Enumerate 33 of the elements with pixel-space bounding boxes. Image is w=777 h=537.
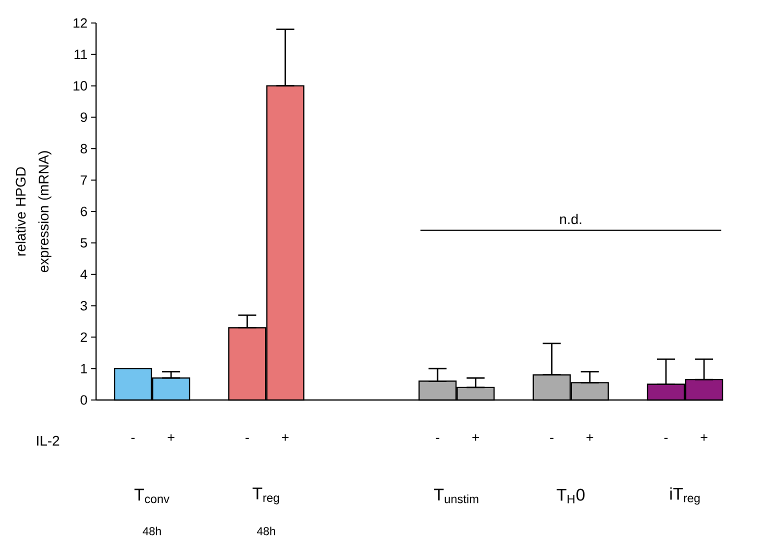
y-tick-label: 5: [80, 238, 88, 248]
x-tick-label: -: [436, 438, 440, 439]
x-tick-label: +: [586, 434, 594, 441]
y-tick-label: 2: [80, 332, 87, 342]
y-tick-label: 3: [80, 300, 87, 310]
y-tick-label: 11: [74, 50, 87, 60]
x-tick-label: -: [664, 438, 668, 439]
y-tick-label: 8: [80, 144, 87, 154]
y-tick-label: 6: [80, 206, 87, 216]
x-tick-label: -: [131, 438, 135, 439]
ref-line-label: n.d.: [560, 214, 582, 224]
x-tick-label: -: [246, 438, 249, 439]
y-tick-label: 12: [74, 18, 87, 28]
y-tick-label: 1: [81, 364, 87, 374]
text: T$_{unstim}$: [434, 488, 478, 504]
text: T$_{conv}$: [134, 488, 170, 504]
x-tick-label: -: [550, 438, 554, 439]
text: iT$_{reg}$: [670, 487, 700, 505]
y-axis-title: relative HPGD expression (mRNA): [15, 151, 52, 272]
text: T$_{H}$0: [556, 488, 585, 504]
x-tick-label: +: [700, 434, 708, 441]
text: T$_{reg}$: [252, 488, 279, 504]
x-tick-label: +: [472, 434, 479, 441]
x-tick-label: +: [168, 434, 174, 441]
y-tick-label: 9: [80, 112, 87, 122]
y-tick-label: 10: [74, 81, 88, 91]
y-tick-label: 0: [80, 395, 88, 405]
y-tick-label: 7: [80, 175, 87, 185]
text: 48h: [142, 526, 161, 536]
x-axis-title: IL-2: [37, 436, 60, 446]
text: 48h: [256, 526, 276, 536]
y-tick-label: 4: [80, 270, 88, 279]
x-tick-label: +: [282, 434, 289, 441]
